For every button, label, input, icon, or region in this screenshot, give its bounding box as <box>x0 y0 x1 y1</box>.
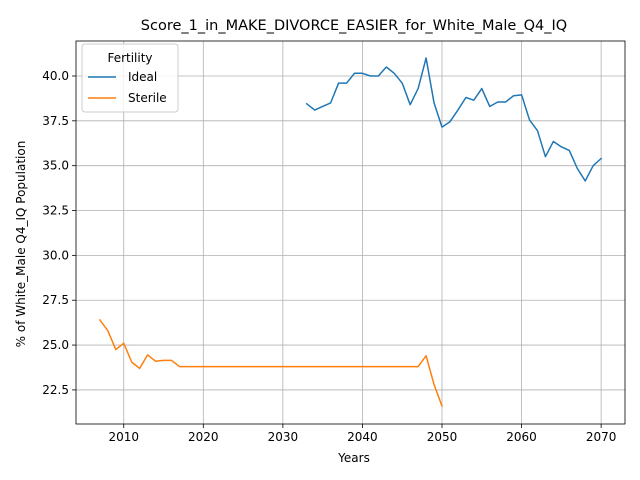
y-tick-label: 35.0 <box>42 159 69 173</box>
y-tick-label: 27.5 <box>42 293 69 307</box>
x-axis: 2010 2020 2030 2040 2050 2060 2070 <box>108 424 616 444</box>
x-tick-label: 2010 <box>108 430 139 444</box>
series-line-ideal <box>305 57 603 182</box>
y-tick-label: 32.5 <box>42 204 69 218</box>
legend-title: Fertility <box>107 51 152 65</box>
y-axis-label: % of White_Male Q4_IQ Population <box>14 141 28 348</box>
y-tick-label: 40.0 <box>42 69 69 83</box>
x-tick-label: 2050 <box>427 430 458 444</box>
x-tick-label: 2030 <box>268 430 299 444</box>
legend-box <box>81 43 179 113</box>
legend-label-ideal: Ideal <box>128 70 157 84</box>
y-tick-label: 30.0 <box>42 248 69 262</box>
x-tick-label: 2020 <box>188 430 219 444</box>
y-axis: 22.5 25.0 27.5 30.0 32.5 35.0 37.5 40.0 <box>42 69 76 397</box>
y-tick-label: 25.0 <box>42 338 69 352</box>
x-tick-label: 2070 <box>586 430 617 444</box>
x-tick-label: 2040 <box>347 430 378 444</box>
y-tick-label: 37.5 <box>42 114 69 128</box>
plot-frame <box>75 40 626 425</box>
series-line-sterile <box>98 318 443 408</box>
x-axis-label: Years <box>337 451 370 465</box>
series-layer <box>98 57 603 408</box>
y-tick-label: 22.5 <box>42 383 69 397</box>
legend-label-sterile: Sterile <box>128 91 167 105</box>
x-tick-label: 2060 <box>506 430 537 444</box>
chart-title: Score_1_in_MAKE_DIVORCE_EASIER_for_White… <box>141 18 567 34</box>
legend: Fertility Ideal Sterile <box>81 43 179 113</box>
grid <box>76 41 625 424</box>
